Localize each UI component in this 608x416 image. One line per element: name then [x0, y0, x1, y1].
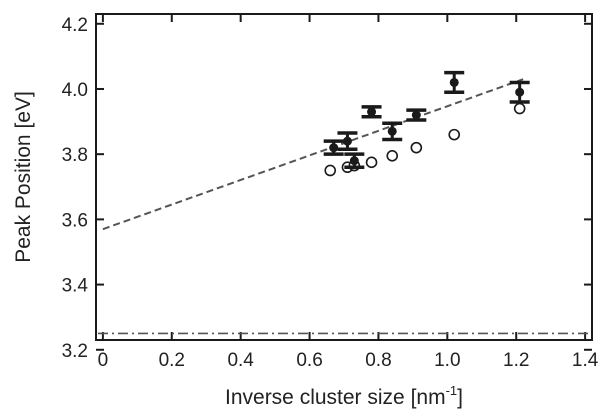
fit-line	[102, 78, 524, 231]
x-axis-title-superscript: -1	[446, 383, 458, 398]
y-tick-label: 4.2	[62, 15, 88, 36]
filled-circle-point	[411, 110, 421, 120]
x-tick-label: 0	[98, 350, 109, 371]
x-tick-label: 0.2	[159, 350, 185, 371]
filled-circle-point	[329, 143, 339, 153]
open-circle-point	[513, 102, 526, 115]
x-tick-label: 1.2	[503, 350, 529, 371]
plot-frame	[95, 13, 593, 341]
y-tick-label: 3.2	[62, 341, 88, 362]
x-axis-title: Inverse cluster size [nm-1]	[225, 383, 463, 409]
open-circle-point	[324, 164, 337, 177]
y-tick-label: 3.6	[62, 210, 88, 231]
fit-line-layer	[102, 78, 524, 231]
x-tick-label: 1.0	[434, 350, 460, 371]
open-circle-point	[386, 150, 399, 162]
x-tick-label: 1.4	[572, 350, 599, 371]
filled-circle-point	[367, 107, 377, 117]
axis-ticks: 0 0.2 0.4 0.6 0.8 1.0 1.2 1.4 3.2 3.4 3.6 3.8 4.0 4.2	[62, 14, 599, 371]
filled-circle-point	[342, 136, 352, 146]
open-circle-point	[365, 156, 378, 169]
x-axis-title-main: Inverse cluster size [nm	[225, 386, 446, 409]
filled-circle-point	[449, 77, 459, 87]
y-axis-title: Peak Position [eV]	[12, 91, 35, 263]
y-tick-label: 4.0	[62, 80, 88, 101]
x-tick-label: 0.8	[365, 350, 391, 371]
filled-circle-point	[515, 87, 525, 97]
x-axis-title-suffix: ]	[457, 386, 463, 409]
open-circle-point	[410, 141, 423, 154]
y-tick-label: 3.4	[62, 276, 89, 297]
y-tick-label: 3.8	[62, 145, 88, 166]
x-tick-label: 0.4	[227, 350, 254, 371]
data-points	[323, 70, 530, 177]
filled-circle-point	[387, 126, 397, 136]
x-tick-label: 0.6	[296, 350, 322, 371]
filled-circle-point	[349, 156, 359, 166]
open-circle-point	[448, 128, 461, 141]
